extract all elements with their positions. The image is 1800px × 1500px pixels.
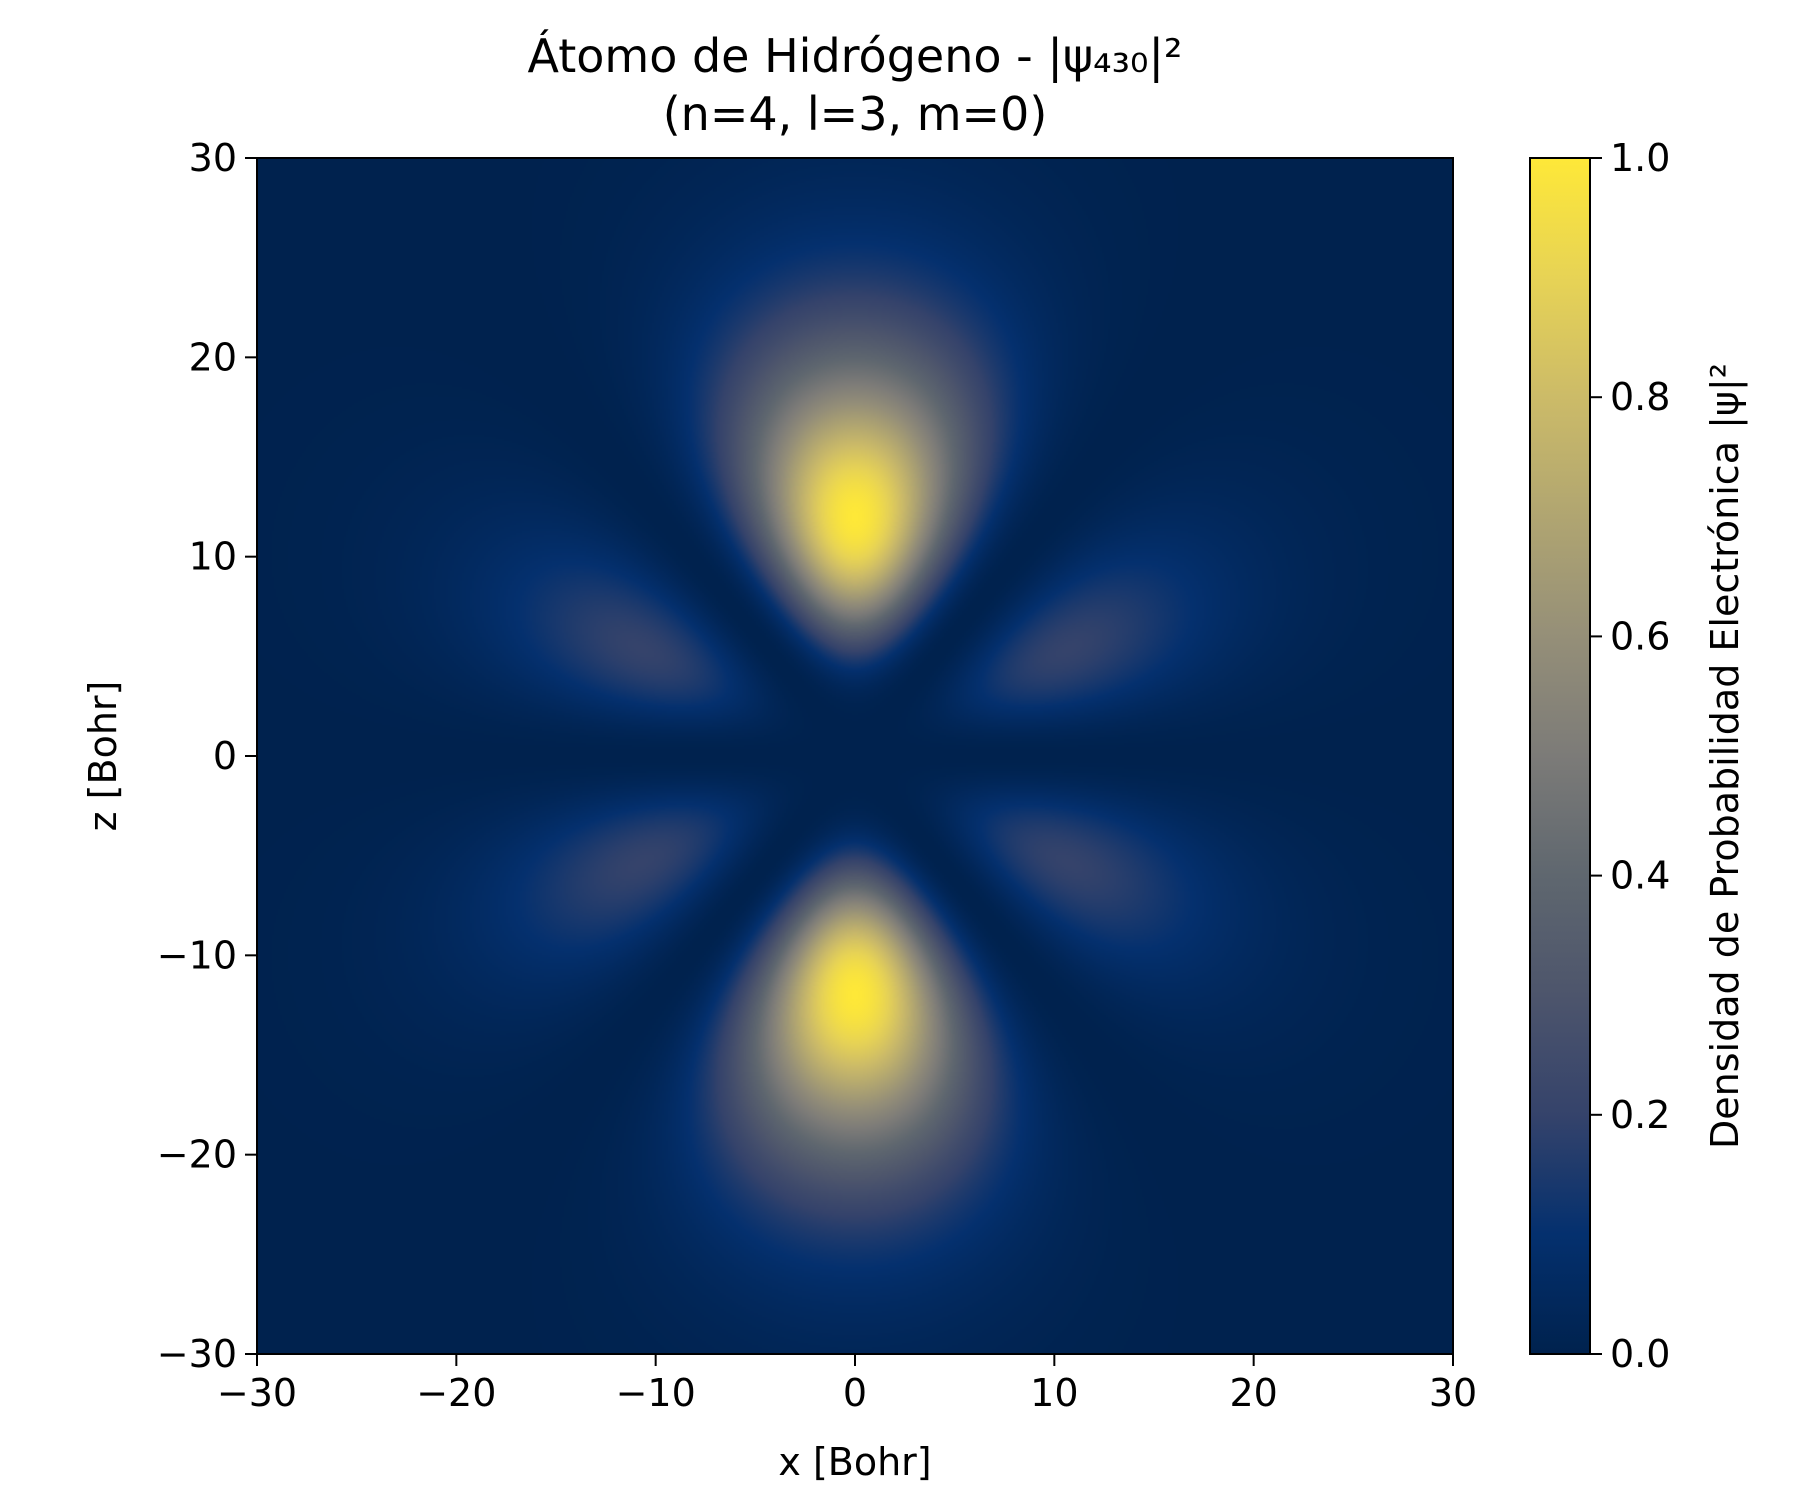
colorbar-tick-label: 0.4 xyxy=(1610,854,1670,898)
x-tick-label: 0 xyxy=(843,1371,867,1415)
colorbar-ticks: 0.0 0.2 0.4 0.6 0.8 1.0 xyxy=(1590,136,1670,1376)
x-tick-label: −10 xyxy=(616,1371,696,1415)
x-tick-label: 30 xyxy=(1429,1371,1477,1415)
x-tick-label: 10 xyxy=(1030,1371,1078,1415)
colorbar: 0.0 0.2 0.4 0.6 0.8 1.0 Densidad de Probabili… xyxy=(1529,136,1748,1376)
x-axis: −30 −20 −10 0 10 20 30 xyxy=(217,1354,1477,1415)
chart-title: Átomo de Hidrógeno - |ψ₄₃₀|² xyxy=(528,29,1183,84)
colorbar-label: Densidad de Probabilidad Electrónica |ψ|… xyxy=(1703,363,1748,1149)
plot-area xyxy=(256,157,1454,1355)
y-tick-label: 0 xyxy=(213,734,237,778)
y-tick-label: −10 xyxy=(157,933,237,977)
x-tick-label: −30 xyxy=(217,1371,297,1415)
y-tick-label: −20 xyxy=(157,1133,237,1177)
y-tick-label: 20 xyxy=(189,335,237,379)
x-tick-label: 20 xyxy=(1229,1371,1277,1415)
y-tick-label: −30 xyxy=(157,1332,237,1376)
x-axis-label: x [Bohr] xyxy=(778,1440,931,1484)
colorbar-tick-label: 0.8 xyxy=(1610,375,1670,419)
colorbar-tick-label: 0.6 xyxy=(1610,614,1670,658)
colorbar-tick-label: 1.0 xyxy=(1610,136,1670,180)
chart-subtitle: (n=4, l=3, m=0) xyxy=(663,87,1048,141)
colorbar-gradient-bar xyxy=(1530,158,1590,1354)
y-tick-label: 30 xyxy=(189,136,237,180)
heatmap-image xyxy=(257,158,1453,1354)
colorbar-tick-label: 0.0 xyxy=(1610,1332,1670,1376)
y-axis: −30 −20 −10 0 10 20 30 xyxy=(157,136,257,1376)
x-tick-label: −20 xyxy=(416,1371,496,1415)
colorbar-tick-label: 0.2 xyxy=(1610,1093,1670,1137)
y-tick-label: 10 xyxy=(189,535,237,579)
colorbar-frame xyxy=(1529,157,1591,1355)
y-axis-label: z [Bohr] xyxy=(81,681,125,832)
